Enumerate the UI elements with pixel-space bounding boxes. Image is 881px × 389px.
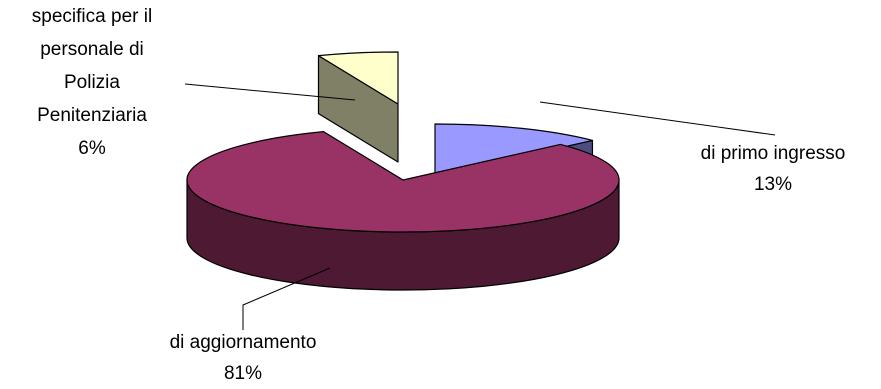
value-label-polizia: 6% [78, 138, 106, 159]
leader-line-polizia [184, 83, 356, 101]
pie-slices [186, 51, 620, 291]
label-polizia-line-2: personale di [40, 39, 144, 60]
label-polizia-line-3: Polizia [64, 72, 120, 93]
pie-slice-top-primo-ingresso [434, 123, 594, 177]
pie-slice-top-polizia [317, 51, 399, 105]
value-label-aggiornamento: 81% [224, 363, 262, 384]
leader-line-primo-ingresso [539, 101, 776, 136]
pie-slice-top-aggiornamento [186, 131, 620, 233]
pie-slice-aggiornamento [186, 131, 620, 291]
label-polizia-line-4: Penitenziaria [37, 105, 147, 126]
pie-slice-polizia [317, 51, 399, 163]
leader-line-aggiornamento [242, 267, 331, 330]
label-polizia-line-1: specifica per il [32, 6, 152, 27]
label-primo-ingresso: di primo ingresso [701, 143, 846, 164]
value-label-primo-ingresso: 13% [754, 174, 792, 195]
label-aggiornamento: di aggiornamento [170, 332, 317, 353]
